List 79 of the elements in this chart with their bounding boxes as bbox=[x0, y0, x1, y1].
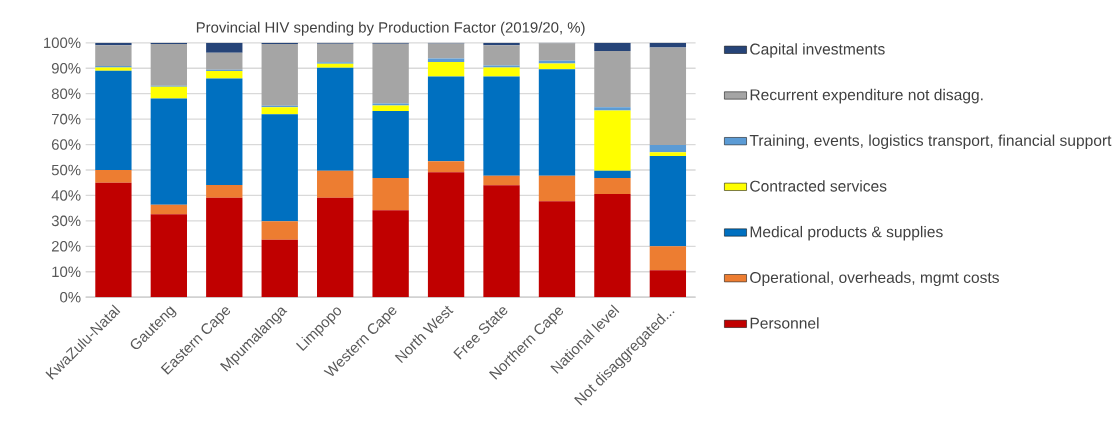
bar bbox=[317, 67, 354, 171]
bar bbox=[372, 43, 409, 104]
bar bbox=[483, 65, 520, 68]
bar bbox=[261, 43, 298, 106]
bar bbox=[538, 43, 576, 61]
bar bbox=[261, 220, 298, 240]
y-tick-label: 60% bbox=[51, 139, 81, 150]
chart-title: Provincial HIV spending by Production Factor (2019/20, %) bbox=[196, 21, 585, 36]
y-tick-label: 10% bbox=[52, 266, 81, 277]
bar bbox=[594, 177, 631, 194]
bar bbox=[95, 169, 132, 183]
bar bbox=[427, 161, 465, 173]
bar bbox=[95, 70, 132, 170]
bar bbox=[483, 45, 520, 66]
bar bbox=[372, 177, 409, 211]
bar bbox=[427, 61, 465, 77]
bar bbox=[150, 214, 187, 298]
bar bbox=[649, 144, 687, 153]
bar bbox=[317, 170, 354, 198]
y-tick-label: 20% bbox=[51, 240, 81, 252]
bar bbox=[150, 204, 187, 215]
bar bbox=[649, 270, 687, 298]
y-tick-label: 80% bbox=[51, 88, 81, 99]
bar bbox=[206, 52, 243, 70]
y-tick-label: 90% bbox=[51, 62, 81, 74]
bar bbox=[206, 184, 243, 198]
bar bbox=[483, 76, 520, 176]
legend-label: Contracted services bbox=[750, 180, 887, 192]
bar bbox=[206, 197, 243, 298]
bar bbox=[427, 76, 465, 162]
bar bbox=[594, 42, 631, 51]
bar bbox=[206, 78, 243, 185]
bar bbox=[150, 43, 187, 86]
y-tick-label: 70% bbox=[51, 113, 81, 125]
legend-label: Personnel bbox=[750, 317, 819, 329]
bar bbox=[150, 86, 187, 99]
bar bbox=[483, 175, 520, 186]
y-tick-label: 0% bbox=[60, 291, 81, 303]
bar bbox=[538, 63, 576, 70]
bar bbox=[317, 197, 354, 298]
y-tick-label: 100% bbox=[44, 37, 81, 48]
bar bbox=[261, 107, 298, 115]
bar bbox=[594, 170, 631, 178]
bar bbox=[649, 246, 687, 271]
bar bbox=[594, 50, 631, 108]
bar bbox=[317, 63, 354, 68]
bar bbox=[538, 175, 576, 202]
bar bbox=[372, 105, 409, 111]
legend-label: Capital investments bbox=[750, 43, 885, 58]
bar bbox=[594, 107, 631, 111]
bar bbox=[150, 98, 187, 205]
y-tick-label: 40% bbox=[51, 189, 81, 201]
bar bbox=[427, 43, 465, 59]
bar bbox=[649, 155, 687, 247]
bar bbox=[649, 152, 687, 156]
bar bbox=[372, 110, 409, 178]
bar bbox=[594, 193, 631, 298]
bar bbox=[538, 69, 576, 176]
bar bbox=[95, 45, 132, 66]
bar bbox=[372, 210, 409, 298]
legend-label: Recurrent expenditure not disagg. bbox=[750, 88, 983, 104]
legend-label: Medical products & supplies bbox=[750, 225, 943, 241]
bar bbox=[649, 47, 687, 145]
legend-label: Training, events, logistics transport, financial support bbox=[749, 134, 1112, 149]
y-tick-label: 50% bbox=[51, 164, 81, 176]
legend-label: Operational, overheads, mgmt costs bbox=[750, 271, 999, 286]
bar bbox=[594, 110, 631, 171]
bar bbox=[317, 43, 354, 62]
bar bbox=[261, 239, 298, 298]
y-tick-label: 30% bbox=[51, 215, 81, 226]
bar bbox=[95, 182, 132, 298]
bar bbox=[483, 67, 520, 77]
bar bbox=[261, 114, 298, 221]
bar bbox=[483, 185, 520, 298]
bar bbox=[206, 42, 243, 53]
bar bbox=[206, 70, 243, 79]
bar bbox=[427, 58, 465, 62]
bar bbox=[427, 172, 465, 298]
bar bbox=[538, 201, 576, 298]
